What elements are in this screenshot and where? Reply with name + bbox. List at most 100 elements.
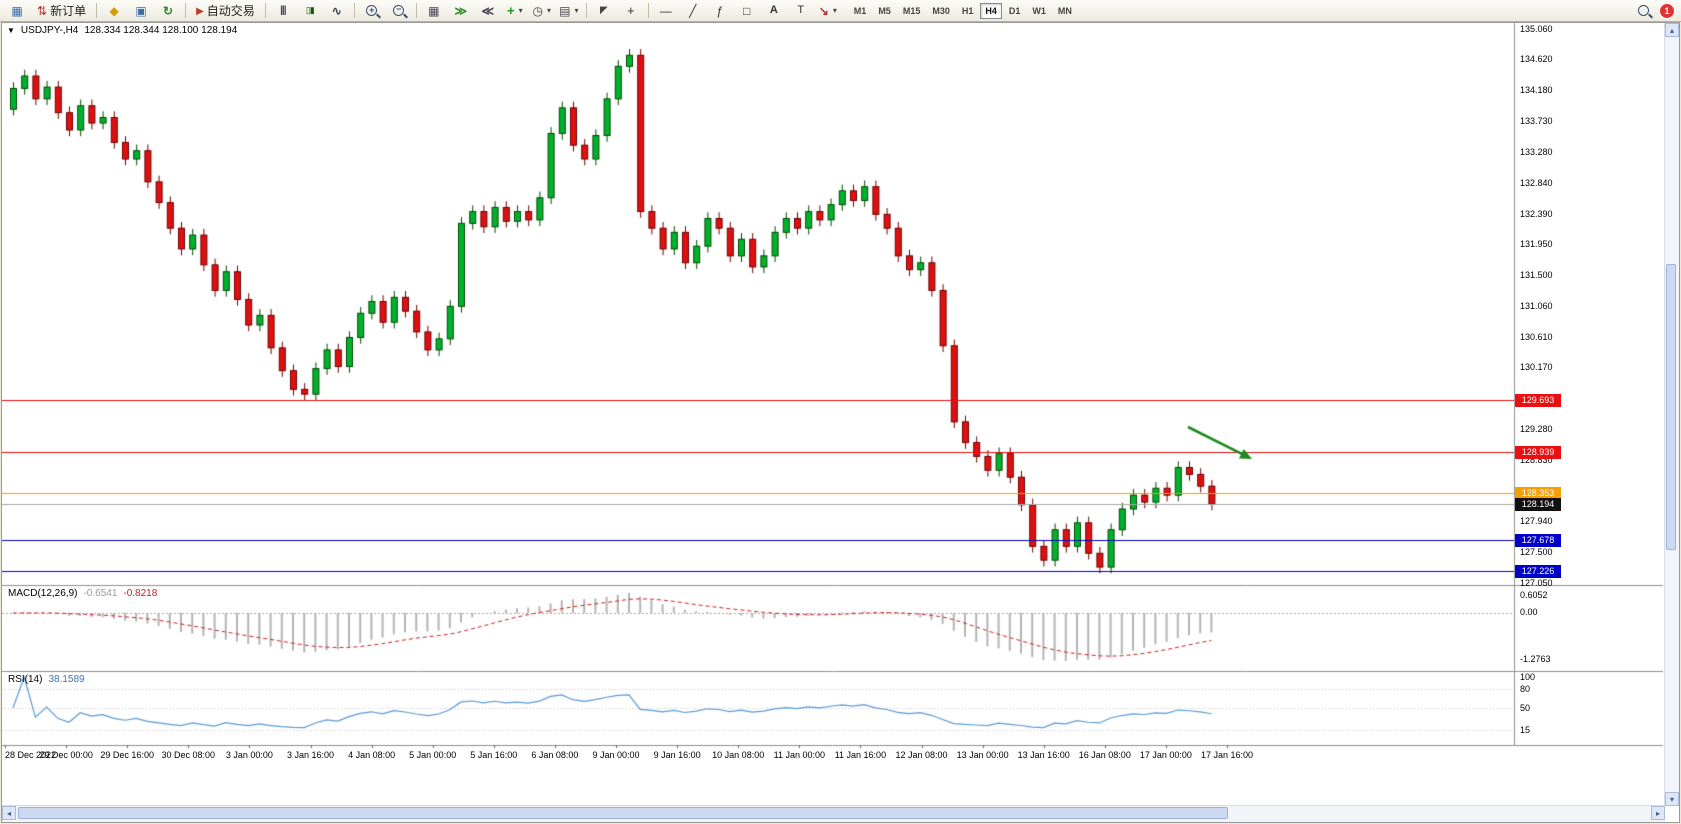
- tile-windows-icon: [428, 5, 439, 17]
- crosshair-button[interactable]: [618, 1, 644, 21]
- vscroll-thumb[interactable]: [1666, 264, 1676, 551]
- chart-symbol-header: USDJPY-,H4 128.334 128.344 128.100 128.1…: [7, 25, 237, 36]
- horizontal-line-button[interactable]: [653, 1, 679, 21]
- time-axis-label: 5 Jan 16:00: [470, 750, 517, 760]
- time-axis-label: 29 Dec 00:00: [39, 750, 93, 760]
- text-label-button[interactable]: [788, 1, 814, 21]
- chart-area: USDJPY-,H4 128.334 128.344 128.100 128.1…: [2, 23, 1665, 806]
- macd-scale-label: -1.2763: [1520, 654, 1551, 664]
- hscroll-thumb[interactable]: [18, 807, 1228, 819]
- toolbar-separator: [185, 3, 186, 18]
- scroll-left-arrow-icon[interactable]: ◂: [2, 806, 16, 820]
- trendline-button[interactable]: [680, 1, 706, 21]
- timeframe-h1-button[interactable]: H1: [957, 3, 979, 19]
- periods-icon: [533, 5, 543, 17]
- shapes-button[interactable]: [734, 1, 760, 21]
- time-axis-label: 4 Jan 08:00: [348, 750, 395, 760]
- current-price-badge[interactable]: 128.194: [1515, 498, 1561, 511]
- macd-main-value: -0.6541: [83, 588, 117, 599]
- horizontal-line-icon: [660, 5, 672, 17]
- time-axis-label: 11 Jan 16:00: [835, 750, 886, 760]
- data-refresh-icon: [163, 5, 173, 17]
- new-order-button[interactable]: 新订单: [31, 1, 92, 21]
- timeframe-m5-button[interactable]: M5: [873, 3, 896, 19]
- dropdown-caret-icon: [833, 6, 837, 15]
- price-level-badge[interactable]: 127.678: [1515, 534, 1561, 547]
- timeframe-h4-button[interactable]: H4: [980, 3, 1002, 19]
- rsi-scale-label: 15: [1520, 725, 1530, 735]
- price-tick-label: 131.950: [1520, 239, 1553, 249]
- periods-button[interactable]: [529, 1, 555, 21]
- vertical-scrollbar[interactable]: ▴ ▾: [1664, 23, 1679, 806]
- chart-collapse-icon[interactable]: [7, 26, 15, 35]
- line-chart-button[interactable]: [324, 1, 350, 21]
- search-icon[interactable]: [1638, 5, 1649, 16]
- zoom-in-button[interactable]: [359, 1, 385, 21]
- timeframe-d1-button[interactable]: D1: [1004, 3, 1026, 19]
- toolbar-right-group: 1: [1638, 3, 1677, 19]
- timeframe-mn-button[interactable]: MN: [1053, 3, 1077, 19]
- scroll-right-arrow-icon[interactable]: ▸: [1651, 806, 1665, 820]
- new-chart-icon: [11, 5, 22, 17]
- cursor-button[interactable]: [591, 1, 617, 21]
- macd-title: MACD(12,26,9): [8, 588, 77, 599]
- timeframe-m1-button[interactable]: M1: [849, 3, 872, 19]
- auto-trading-icon: [196, 4, 204, 17]
- horizontal-scrollbar[interactable]: ◂ ▸: [2, 805, 1665, 822]
- line-chart-icon: [332, 5, 342, 17]
- time-axis-label: 5 Jan 00:00: [409, 750, 456, 760]
- price-level-badge[interactable]: 129.693: [1515, 394, 1561, 407]
- data-refresh-button[interactable]: [155, 1, 181, 21]
- time-axis-label: 16 Jan 08:00: [1079, 750, 1131, 760]
- text-button[interactable]: [761, 1, 787, 21]
- rsi-title: RSI(14): [8, 674, 42, 685]
- price-tick-label: 131.500: [1520, 270, 1553, 280]
- chart-shift-button[interactable]: [475, 1, 501, 21]
- time-axis-label: 3 Jan 00:00: [226, 750, 273, 760]
- templates-button[interactable]: [556, 1, 582, 21]
- arrows-button[interactable]: [815, 1, 841, 21]
- auto-trading-button[interactable]: 自动交易: [190, 1, 261, 21]
- toolbar-separator: [96, 3, 97, 18]
- scroll-down-arrow-icon[interactable]: ▾: [1665, 792, 1679, 806]
- zoom-out-button[interactable]: [386, 1, 412, 21]
- tile-windows-button[interactable]: [421, 1, 447, 21]
- bar-chart-icon: [280, 6, 285, 16]
- timeframe-m30-button[interactable]: M30: [927, 3, 955, 19]
- price-level-badge[interactable]: 127.226: [1515, 565, 1561, 578]
- hscroll-track[interactable]: [16, 806, 1651, 822]
- toolbar-separator: [265, 3, 266, 18]
- new-chart-button[interactable]: [4, 1, 30, 21]
- fibonacci-button[interactable]: [707, 1, 733, 21]
- notification-badge[interactable]: 1: [1659, 3, 1675, 19]
- price-tick-label: 133.730: [1520, 116, 1553, 126]
- new-order-icon: [37, 5, 47, 17]
- candlestick-chart-button[interactable]: [297, 1, 323, 21]
- chart-window: USDJPY-,H4 128.334 128.344 128.100 128.1…: [1, 22, 1680, 823]
- price-tick-label: 130.170: [1520, 362, 1553, 372]
- time-axis-label: 13 Jan 00:00: [957, 750, 1009, 760]
- price-level-badge[interactable]: 128.939: [1515, 446, 1561, 459]
- time-axis-label: 13 Jan 16:00: [1018, 750, 1070, 760]
- chart-symbol-label: USDJPY-,H4: [21, 25, 78, 36]
- timeframe-m15-button[interactable]: M15: [898, 3, 926, 19]
- auto-trading-label: 自动交易: [207, 2, 255, 19]
- vscroll-track[interactable]: [1665, 37, 1679, 792]
- timeframe-group: M1M5M15M30H1H4D1W1MN: [848, 3, 1078, 19]
- timeframe-w1-button[interactable]: W1: [1027, 3, 1051, 19]
- auto-scroll-button[interactable]: [448, 1, 474, 21]
- scroll-up-arrow-icon[interactable]: ▴: [1665, 23, 1679, 37]
- price-chart-canvas[interactable]: [2, 23, 1663, 773]
- macd-scale-label: 0.6052: [1520, 590, 1548, 600]
- bar-chart-button[interactable]: [270, 1, 296, 21]
- indicators-button[interactable]: [502, 1, 528, 21]
- time-axis-label: 10 Jan 08:00: [712, 750, 764, 760]
- price-tick-label: 132.840: [1520, 178, 1553, 188]
- market-watch-button[interactable]: [128, 1, 154, 21]
- time-axis-label: 12 Jan 08:00: [895, 750, 947, 760]
- metaeditor-button[interactable]: [101, 1, 127, 21]
- price-tick-label: 132.390: [1520, 209, 1553, 219]
- dropdown-caret-icon: [519, 6, 523, 15]
- time-axis-label: 30 Dec 08:00: [162, 750, 216, 760]
- price-tick-label: 131.060: [1520, 301, 1553, 311]
